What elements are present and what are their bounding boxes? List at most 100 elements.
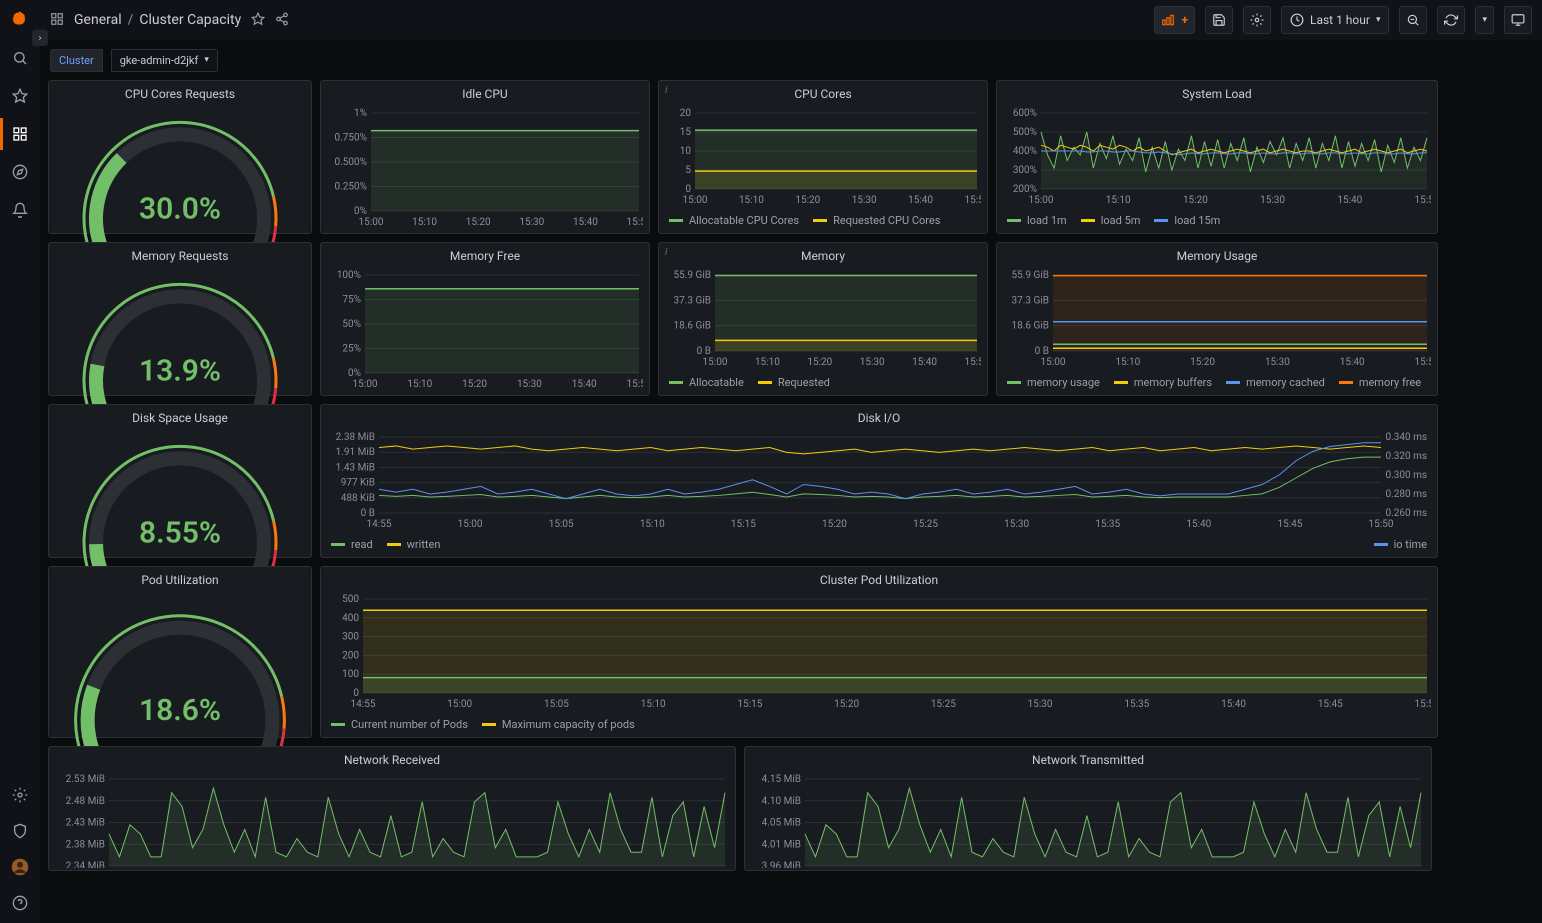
legend-item[interactable]: memory usage: [1007, 376, 1100, 389]
zoom-out-button[interactable]: [1399, 6, 1427, 34]
shield-icon[interactable]: [10, 821, 30, 841]
dashboard-settings-button[interactable]: [1243, 6, 1271, 34]
legend-swatch: [1226, 381, 1240, 384]
svg-text:15:15: 15:15: [737, 699, 762, 709]
svg-text:400%: 400%: [1013, 146, 1037, 157]
svg-text:2.38 MiB: 2.38 MiB: [66, 839, 105, 850]
svg-text:15:25: 15:25: [931, 699, 956, 709]
info-icon[interactable]: i: [665, 85, 667, 96]
svg-text:0%: 0%: [348, 368, 361, 379]
svg-text:15:50: 15:50: [1415, 699, 1431, 709]
panel-title: System Load: [997, 81, 1437, 103]
svg-text:14:55: 14:55: [351, 699, 376, 709]
variable-select[interactable]: gke-admin-d2jkf▾: [111, 49, 218, 72]
star-icon[interactable]: [10, 86, 30, 106]
svg-text:15:30: 15:30: [1028, 699, 1053, 709]
svg-text:0.500%: 0.500%: [335, 157, 367, 168]
svg-text:15:40: 15:40: [572, 379, 597, 389]
panel-pod-util: Cluster Pod Utilization 0100200300400500…: [320, 566, 1438, 738]
svg-text:15:05: 15:05: [549, 519, 574, 529]
svg-text:2.53 MiB: 2.53 MiB: [66, 774, 105, 785]
svg-text:55.9 GiB: 55.9 GiB: [674, 270, 711, 281]
gauge-pod: Pod Utilization 18.6%: [48, 566, 312, 738]
panel-title: Disk I/O: [321, 405, 1437, 427]
panel-title: CPU Cores Requests: [49, 81, 311, 103]
explore-icon[interactable]: [10, 162, 30, 182]
legend-item[interactable]: read: [331, 538, 373, 551]
svg-text:15:50: 15:50: [1415, 195, 1431, 205]
svg-text:15:15: 15:15: [731, 519, 756, 529]
svg-text:15:10: 15:10: [641, 699, 666, 709]
svg-text:100%: 100%: [337, 270, 361, 281]
grafana-logo-icon[interactable]: [10, 10, 30, 30]
legend-item[interactable]: Allocatable CPU Cores: [669, 214, 799, 227]
svg-text:15:20: 15:20: [1183, 195, 1208, 205]
legend-item[interactable]: Allocatable: [669, 376, 744, 389]
dashboards-icon[interactable]: [10, 124, 30, 144]
svg-text:4.01 MiB: 4.01 MiB: [762, 839, 801, 850]
legend-item[interactable]: written: [387, 538, 441, 551]
panel-title: Idle CPU: [321, 81, 649, 103]
save-dashboard-button[interactable]: [1205, 6, 1233, 34]
breadcrumb-folder[interactable]: General: [74, 12, 122, 28]
add-panel-button[interactable]: +: [1154, 6, 1195, 34]
svg-text:15:05: 15:05: [544, 699, 569, 709]
legend-item[interactable]: memory cached: [1226, 376, 1325, 389]
svg-text:4.15 MiB: 4.15 MiB: [762, 774, 801, 785]
user-avatar-icon[interactable]: [10, 857, 30, 877]
search-icon[interactable]: [10, 48, 30, 68]
svg-text:15:30: 15:30: [519, 217, 544, 227]
svg-text:15:40: 15:40: [908, 195, 933, 205]
svg-text:15:40: 15:40: [573, 217, 598, 227]
svg-text:2.43 MiB: 2.43 MiB: [66, 818, 105, 829]
cycle-view-button[interactable]: [1504, 6, 1532, 34]
svg-text:15:00: 15:00: [353, 379, 378, 389]
panel-title: Memory Requests: [49, 243, 311, 265]
alerting-icon[interactable]: [10, 200, 30, 220]
legend-item[interactable]: load 5m: [1081, 214, 1141, 227]
legend-item[interactable]: io time: [1374, 538, 1427, 551]
legend-label: read: [351, 538, 373, 551]
panel-memory-usage: Memory Usage 0 B18.6 GiB37.3 GiB55.9 GiB…: [996, 242, 1438, 396]
star-dashboard-icon[interactable]: [251, 12, 265, 29]
legend-item[interactable]: memory buffers: [1114, 376, 1212, 389]
legend-item[interactable]: Requested: [758, 376, 830, 389]
breadcrumb-dashboards-icon[interactable]: [50, 12, 64, 29]
legend-item[interactable]: load 15m: [1154, 214, 1220, 227]
variable-label: Cluster: [50, 49, 103, 72]
legend-item[interactable]: load 1m: [1007, 214, 1067, 227]
panel-net-tx: Network Transmitted 3.96 MiB4.01 MiB4.05…: [744, 746, 1432, 871]
svg-text:13.9%: 13.9%: [139, 353, 221, 388]
svg-text:15:35: 15:35: [1095, 519, 1120, 529]
svg-text:0 B: 0 B: [361, 508, 375, 519]
legend-swatch: [758, 381, 772, 384]
legend-item[interactable]: Requested CPU Cores: [813, 214, 940, 227]
panel-disk-io: Disk I/O 0 B488 KiB977 KiB1.43 MiB1.91 M…: [320, 404, 1438, 558]
legend-label: load 15m: [1174, 214, 1220, 227]
svg-text:15:40: 15:40: [912, 357, 937, 367]
legend-label: Requested: [778, 376, 830, 389]
info-icon[interactable]: i: [665, 247, 667, 258]
svg-text:15:20: 15:20: [462, 379, 487, 389]
legend-swatch: [1339, 381, 1353, 384]
svg-text:0.340 ms: 0.340 ms: [1385, 432, 1427, 443]
settings-icon[interactable]: [10, 785, 30, 805]
legend-item[interactable]: Current number of Pods: [331, 718, 468, 731]
panel-idle-cpu: Idle CPU 0%0.250%0.500%0.750%1%15:0015:1…: [320, 80, 650, 234]
sidebar-collapse-icon[interactable]: ›: [32, 30, 48, 46]
share-dashboard-icon[interactable]: [275, 12, 289, 29]
legend-label: load 1m: [1027, 214, 1067, 227]
legend-label: Current number of Pods: [351, 718, 468, 731]
legend-label: memory usage: [1027, 376, 1100, 389]
timerange-button[interactable]: Last 1 hour▾: [1281, 6, 1389, 34]
dashboard-title[interactable]: Cluster Capacity: [139, 12, 241, 28]
svg-text:15:30: 15:30: [1260, 195, 1285, 205]
svg-text:15:00: 15:00: [447, 699, 472, 709]
panel-net-rx: Network Received 2.34 MiB2.38 MiB2.43 Mi…: [48, 746, 736, 871]
legend-item[interactable]: memory free: [1339, 376, 1421, 389]
refresh-interval-button[interactable]: ▾: [1475, 6, 1494, 34]
help-icon[interactable]: [10, 893, 30, 913]
refresh-button[interactable]: [1437, 6, 1465, 34]
legend-swatch: [1374, 543, 1388, 546]
legend-item[interactable]: Maximum capacity of pods: [482, 718, 635, 731]
